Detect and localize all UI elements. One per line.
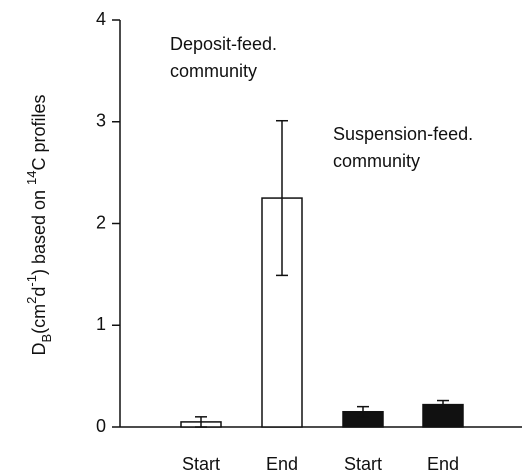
y-axis-label-part: C profiles bbox=[29, 94, 49, 170]
y-axis-label-part: -1 bbox=[24, 275, 39, 287]
annotation: Suspension-feed. bbox=[333, 124, 473, 144]
y-tick-label: 0 bbox=[96, 416, 106, 436]
y-tick-label: 4 bbox=[96, 9, 106, 29]
y-tick-label: 2 bbox=[96, 212, 106, 232]
y-tick-label: 3 bbox=[96, 111, 106, 131]
x-tick-label: Start bbox=[182, 454, 220, 474]
annotation: community bbox=[170, 61, 257, 81]
y-axis-label-part: B bbox=[39, 334, 54, 343]
annotation: community bbox=[333, 151, 420, 171]
y-tick-label: 1 bbox=[96, 314, 106, 334]
y-axis-label-part: D bbox=[29, 343, 49, 356]
x-tick-label: End bbox=[427, 454, 459, 474]
y-axis-label-part: 14 bbox=[24, 171, 39, 185]
annotation: Deposit-feed. bbox=[170, 34, 277, 54]
y-axis-label-part: ) based on bbox=[29, 185, 49, 275]
y-axis-label-part: d bbox=[29, 287, 49, 297]
x-tick-label: End bbox=[266, 454, 298, 474]
y-axis-label: DB(cm2d-1) based on 14C profiles bbox=[24, 94, 54, 355]
y-axis-label-part: (cm bbox=[29, 304, 49, 334]
x-tick-label: Start bbox=[344, 454, 382, 474]
y-axis-label-part: 2 bbox=[24, 297, 39, 304]
